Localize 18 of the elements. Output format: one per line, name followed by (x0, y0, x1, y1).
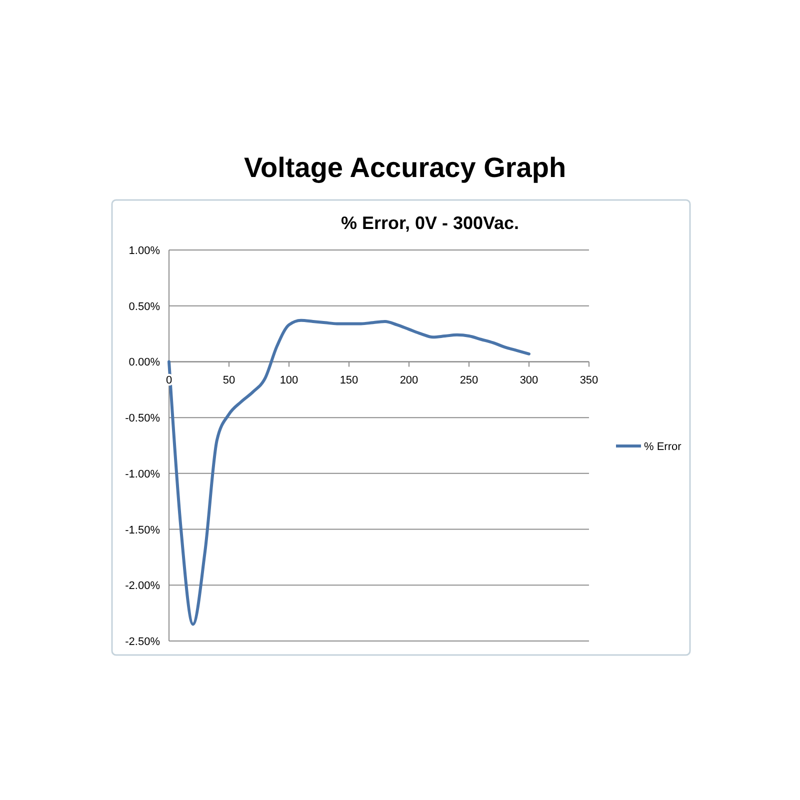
y-tick-label: 0.00% (128, 356, 160, 369)
y-tick-label: -2.50% (125, 636, 160, 648)
y-tick-label: -0.50% (125, 412, 160, 425)
y-tick-label: -1.50% (125, 524, 160, 536)
y-tick-label: -2.00% (125, 580, 160, 592)
x-tick-label: 200 (400, 374, 418, 387)
x-tick-label: 150 (340, 374, 358, 387)
chart-subtitle: % Error, 0V - 300Vac. (340, 213, 520, 233)
chart-title: Voltage Accuracy Graph (244, 152, 566, 183)
y-tick-label: 0.50% (128, 300, 160, 313)
y-tick-label: -1.00% (125, 468, 160, 480)
x-tick-label: 50 (222, 374, 236, 387)
x-tick-label: 250 (460, 374, 478, 387)
x-tick-label: 300 (520, 374, 538, 387)
legend-label: % Error (644, 441, 682, 453)
x-tick-label: 100 (280, 374, 298, 387)
x-tick-label: 350 (580, 374, 598, 387)
y-tick-label: 1.00% (128, 245, 160, 257)
